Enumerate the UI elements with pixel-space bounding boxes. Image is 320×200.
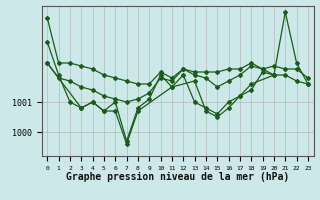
X-axis label: Graphe pression niveau de la mer (hPa): Graphe pression niveau de la mer (hPa) [66, 172, 289, 182]
